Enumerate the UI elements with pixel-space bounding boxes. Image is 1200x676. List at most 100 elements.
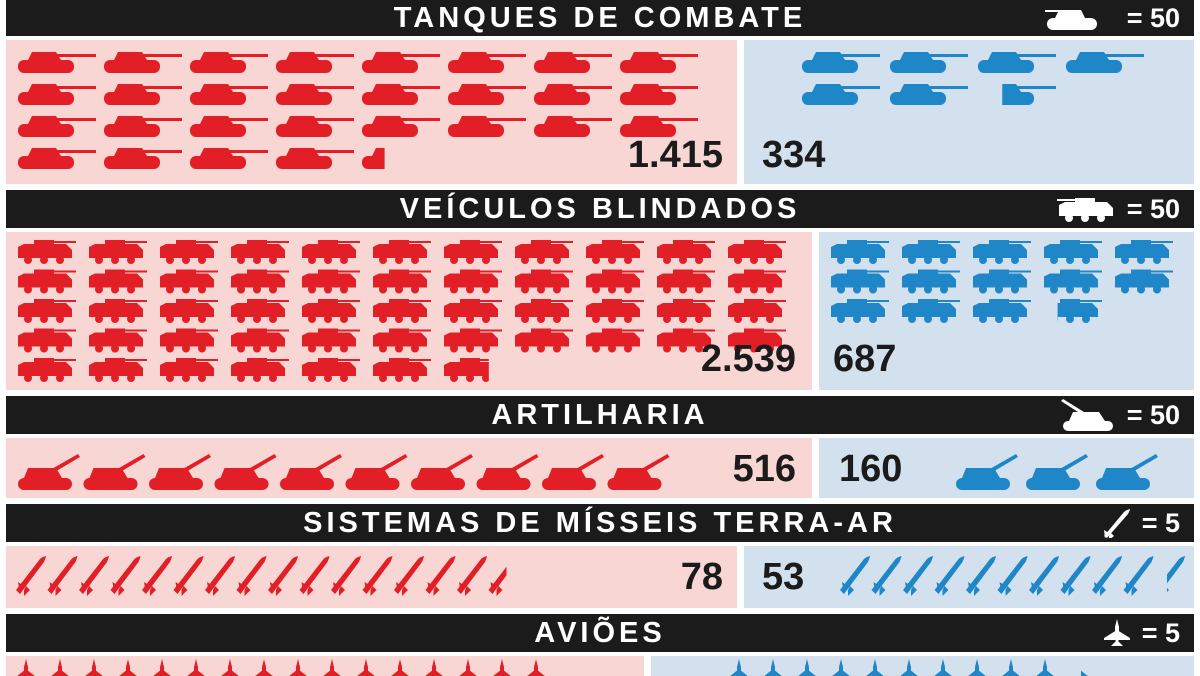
panel-aircraft-blue: [651, 656, 1194, 676]
section-header-sam: SISTEMAS DE MÍSSEIS TERRA-AR = 5: [6, 504, 1194, 542]
section-header-tanks: TANQUES DE COMBATE = 50: [6, 0, 1194, 36]
unit-icon: [220, 659, 240, 676]
unit-icon: [299, 556, 330, 596]
unit-icon: [190, 116, 268, 137]
unit-icon: [160, 269, 218, 294]
unit-label: = 50: [1126, 193, 1180, 224]
section-header-armored: VEÍCULOS BLINDADOS = 50: [6, 190, 1194, 228]
unit-icon: [973, 299, 1031, 323]
unit-icon: [865, 659, 885, 676]
unit-icon: [104, 148, 182, 169]
panel-armored-red: 2.539: [6, 232, 812, 390]
section-title: AVIÕES: [534, 616, 666, 649]
unit-icon: [966, 556, 996, 596]
unit-icon: [890, 84, 968, 105]
partial-unit-icon: [362, 148, 385, 169]
unit-icon: [214, 454, 277, 490]
unit-legend: = 5: [1102, 504, 1180, 542]
unit-icon: [302, 240, 360, 264]
unit-icon: [190, 84, 268, 105]
unit-icon: [160, 240, 218, 264]
section-title: SISTEMAS DE MÍSSEIS TERRA-AR: [303, 506, 897, 539]
unit-icon: [18, 358, 76, 382]
unit-icon: [16, 659, 36, 676]
unit-icon: [515, 240, 573, 264]
unit-icon: [160, 299, 218, 323]
unit-icon: [526, 659, 546, 676]
unit-icon: [18, 299, 76, 323]
unit-legend: = 50: [1056, 190, 1180, 228]
unit-icon: [899, 659, 919, 676]
unit-icon: [728, 240, 786, 264]
unit-icon: [515, 299, 573, 323]
unit-icon: [89, 328, 147, 353]
unit-icon: [802, 84, 880, 105]
unit-icon: [458, 659, 478, 676]
unit-icon: [89, 240, 147, 264]
unit-icon: [1092, 556, 1122, 596]
unit-icon: [1035, 659, 1055, 676]
unit-icon: [142, 556, 172, 596]
unit-icon: [373, 358, 431, 382]
unit-legend: = 50: [1060, 396, 1180, 434]
unit-icon: [373, 328, 431, 353]
unit-icon: [373, 299, 431, 323]
unit-icon: [16, 556, 46, 596]
unit-icon: [362, 116, 440, 137]
unit-icon: [18, 148, 96, 169]
unit-icon: [190, 52, 268, 73]
panel-armored-blue: 687: [819, 232, 1194, 390]
partial-unit-icon: [18, 494, 37, 498]
unit-icon: [390, 659, 410, 676]
unit-icon: [110, 556, 141, 596]
unit-icon: [657, 240, 715, 264]
value-label: 2.539: [700, 338, 796, 380]
unit-icon: [276, 52, 354, 73]
unit-icon: [1115, 240, 1173, 264]
unit-icon: [934, 556, 965, 596]
unit-icon: [104, 116, 182, 137]
unit-icon: [542, 454, 604, 490]
unit-icon: [797, 659, 817, 676]
unit-icon: [302, 269, 360, 294]
unit-icon: [1096, 454, 1158, 490]
unit-icon: [1044, 269, 1102, 294]
armored-vehicle-icon: [1056, 198, 1113, 222]
panel-sam-red: 78: [6, 546, 737, 608]
unit-icon: [457, 556, 487, 596]
unit-icon: [515, 269, 573, 294]
unit-icon: [534, 84, 612, 105]
unit-icon: [831, 269, 889, 294]
unit-label: = 50: [1126, 399, 1180, 430]
unit-icon: [302, 299, 360, 323]
unit-icon: [997, 556, 1028, 596]
unit-icon: [476, 454, 539, 490]
unit-icon: [902, 269, 960, 294]
value-label: 516: [732, 448, 796, 490]
unit-icon: [356, 659, 376, 676]
unit-icon: [254, 659, 274, 676]
unit-icon: [118, 659, 138, 676]
panel-artillery-red: 516: [6, 438, 812, 498]
unit-icon: [620, 84, 698, 105]
unit-icon: [933, 659, 953, 676]
unit-icon: [345, 454, 408, 490]
unit-icon: [657, 269, 715, 294]
value-label: 334: [762, 134, 826, 176]
panel-aircraft-red: [6, 656, 644, 676]
unit-icon: [802, 52, 880, 73]
unit-icon: [902, 240, 960, 264]
unit-icon: [657, 299, 715, 323]
unit-icon: [268, 556, 298, 596]
unit-label: = 50: [1126, 2, 1180, 33]
unit-icon: [288, 659, 308, 676]
unit-icon: [160, 358, 218, 382]
unit-icon: [973, 240, 1031, 264]
unit-icon: [104, 84, 182, 105]
panel-sam-blue: 53: [744, 546, 1194, 608]
unit-icon: [18, 240, 76, 264]
unit-icon: [424, 659, 444, 676]
unit-icon: [586, 299, 644, 323]
unit-icon: [444, 328, 502, 353]
unit-icon: [231, 299, 289, 323]
